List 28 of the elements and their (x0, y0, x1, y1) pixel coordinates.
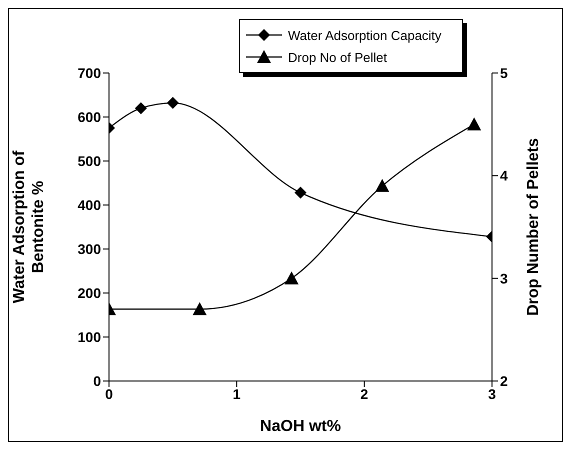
y2-tick-label: 2 (500, 372, 508, 389)
y2-axis-title: Drop Number of Pellets (525, 138, 542, 316)
y2-tick-label: 4 (500, 168, 508, 184)
y-tick-label: 100 (78, 328, 102, 345)
x-tick-label: 3 (488, 386, 496, 402)
y-tick-label: 0 (93, 372, 102, 389)
y-tick-label: 600 (78, 108, 102, 125)
y-tick-label: 400 (78, 196, 102, 213)
y2-tick-label: 3 (500, 270, 508, 286)
x-tick-label: 2 (360, 386, 368, 402)
y-axis-title: Water Adsorption of Bentonite % (11, 150, 47, 304)
y2-tick-label: 5 (500, 64, 508, 81)
x-axis-title: NaOH wt% (260, 418, 341, 435)
legend-label: Drop No of Pellet (288, 50, 387, 64)
point (134, 102, 147, 114)
y-tick-label: 300 (78, 240, 102, 257)
y-tick-label: 500 (78, 152, 102, 169)
point (166, 96, 179, 109)
legend-label: Water Adsorption Capacity (288, 28, 442, 42)
point (375, 178, 390, 192)
point (284, 271, 299, 284)
y-tick-label: 200 (78, 284, 102, 301)
point (467, 117, 482, 130)
x-tick-label: 0 (105, 386, 114, 402)
y-tick-label: 700 (78, 64, 102, 81)
point (294, 186, 306, 199)
point (192, 302, 207, 316)
x-tick-label: 1 (232, 386, 241, 402)
